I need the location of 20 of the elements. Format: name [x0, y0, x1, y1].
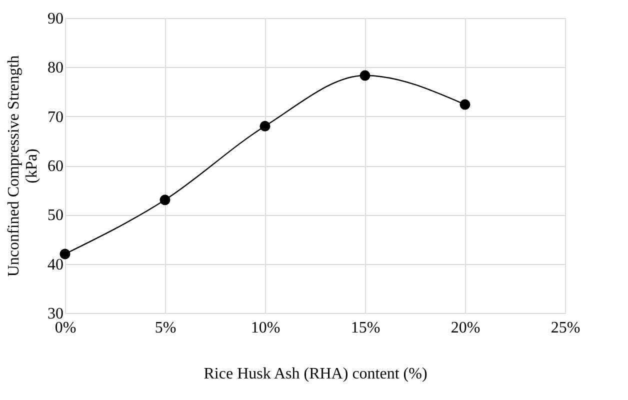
y-tick-label: 40: [48, 256, 64, 274]
y-tick-label: 30: [48, 306, 64, 322]
x-tick-label: 0%: [54, 320, 76, 336]
y-tick-label: 70: [48, 108, 64, 126]
y-tick-label: 90: [48, 10, 64, 28]
x-tick-label: 20%: [450, 320, 480, 336]
point: [60, 248, 70, 260]
y-tick-label: 50: [48, 207, 64, 224]
point: [260, 120, 270, 132]
x-tick-label: 10%: [250, 320, 280, 336]
point: [360, 70, 370, 81]
x-tick-label: 25%: [550, 320, 580, 336]
y-tick-label: 60: [48, 158, 64, 175]
x-tick-label: 15%: [350, 320, 380, 336]
y-axis-title: Unconfined Compressive Strength (kPa): [6, 55, 40, 277]
x-tick-label: 5%: [154, 320, 176, 336]
point: [160, 194, 170, 206]
x-axis-title: Rice Husk Ash (RHA) content (%): [204, 366, 428, 382]
y-tick-label: 80: [48, 60, 64, 77]
point: [460, 99, 470, 110]
